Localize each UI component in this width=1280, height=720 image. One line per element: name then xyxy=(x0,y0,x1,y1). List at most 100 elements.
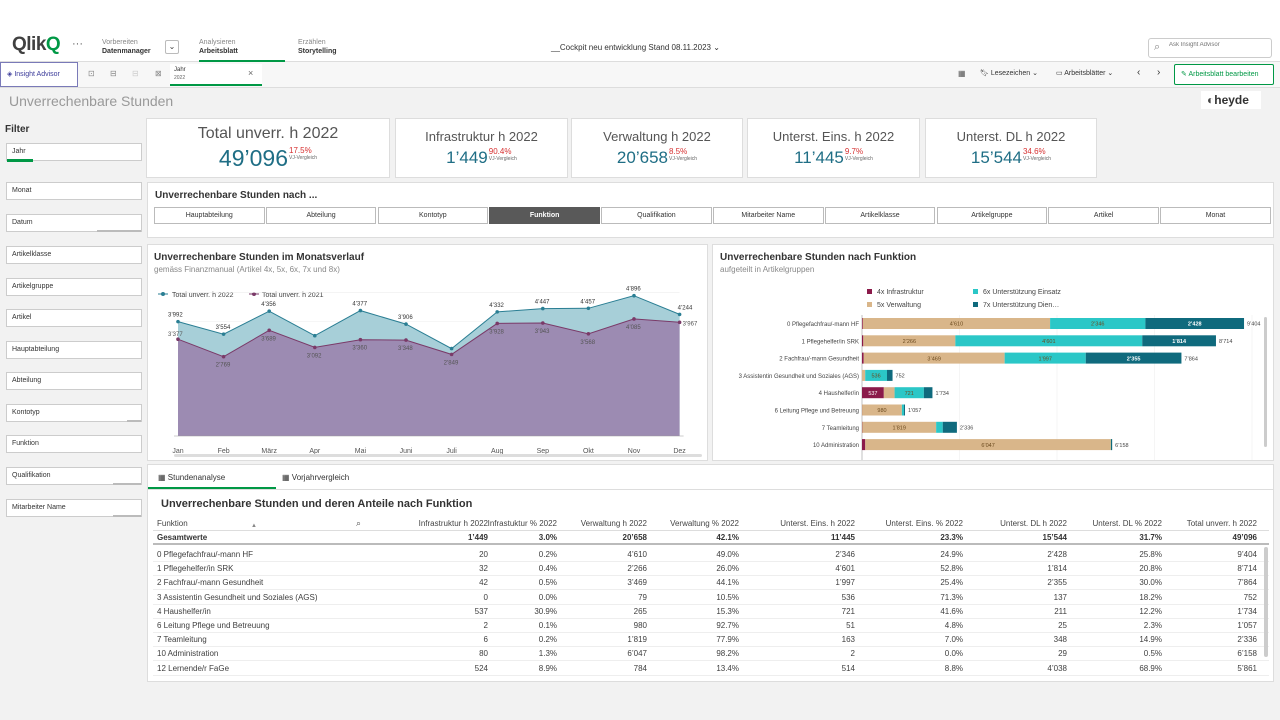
bar-segment[interactable] xyxy=(862,352,864,364)
point-2021[interactable] xyxy=(632,317,636,321)
bar-segment[interactable] xyxy=(942,421,957,433)
bar-segment[interactable] xyxy=(901,404,904,416)
dimension-button-abteilung[interactable]: Abteilung xyxy=(265,207,377,224)
dimension-button-funktion[interactable]: Funktion xyxy=(489,207,600,224)
filter-10[interactable]: Qualifikation xyxy=(6,467,142,485)
point-2022[interactable] xyxy=(404,322,408,326)
bar-segment[interactable] xyxy=(886,369,893,381)
filter-8[interactable]: Kontotyp xyxy=(6,404,142,422)
filter-9[interactable]: Funktion xyxy=(6,435,142,453)
kpi-card-0[interactable]: Total unverr. h 2022 49’096 17.5% VJ-Vergle… xyxy=(146,118,390,178)
filter-3[interactable]: Artikelklasse xyxy=(6,246,142,264)
bar-segment[interactable] xyxy=(936,421,943,433)
filter-5[interactable]: Artikel xyxy=(6,309,142,327)
point-2022[interactable] xyxy=(313,333,317,338)
bar-legend[interactable]: 4x Infrastruktur 5x Verwaltung 6x Unterstü… xyxy=(867,289,1061,309)
sort-arrow-icon[interactable]: ▲ xyxy=(251,523,257,529)
nav-prepare[interactable]: Vorbereiten Datenmanager xyxy=(102,38,151,56)
chart-scrollbar[interactable] xyxy=(1264,317,1267,447)
app-title[interactable]: __Cockpit neu entwicklung Stand 08.11.20… xyxy=(551,43,720,52)
dimension-button-hauptabteilung[interactable]: Hauptabteilung xyxy=(154,207,265,224)
previous-sheet-icon[interactable]: ‹ xyxy=(1137,67,1141,78)
point-2021[interactable] xyxy=(495,321,500,326)
dimension-button-kontotyp[interactable]: Kontotyp xyxy=(377,207,489,224)
kpi-card-2[interactable]: Verwaltung h 2022 20’658 8.5% VJ-Vergleich xyxy=(571,118,743,178)
search-icon[interactable]: ⌕ xyxy=(356,518,362,528)
point-2021[interactable] xyxy=(404,338,408,342)
bar-segment[interactable] xyxy=(955,335,1143,347)
grid-icon[interactable]: ▦ xyxy=(958,69,966,78)
kpi-card-4[interactable]: Unterst. DL h 2022 15’544 34.6% VJ-Vergleic… xyxy=(925,118,1097,178)
point-2022[interactable] xyxy=(176,319,180,324)
bar-segment[interactable] xyxy=(862,387,884,399)
point-2022[interactable] xyxy=(267,309,271,313)
dimension-button-artikelgruppe[interactable]: Artikelgruppe xyxy=(936,207,1048,224)
bar-segment[interactable] xyxy=(862,318,1051,329)
kpi-card-1[interactable]: Infrastruktur h 2022 1’449 90.4% VJ-Verglei… xyxy=(395,118,568,178)
clear-selections-icon[interactable]: ⊠ xyxy=(155,69,162,78)
table-row[interactable]: 0 Pflegefachfrau/-mann HF 20 0.2% 4’610 49.0… xyxy=(153,548,1269,562)
chevron-down-icon[interactable]: ⌄ xyxy=(165,40,179,54)
table-row[interactable]: 7 Teamleitung 6 0.2% 1’819 77.9% 163 7.0% 348 14… xyxy=(153,633,1269,648)
filter-11[interactable]: Mitarbeiter Name xyxy=(6,499,142,517)
bar-segment[interactable] xyxy=(862,421,937,433)
table-row[interactable]: 10 Administration 80 1.3% 6’047 98.2% 2 0.0% 29… xyxy=(153,647,1269,662)
filter-6[interactable]: Hauptabteilung xyxy=(6,341,142,359)
tab-stundenanalyse[interactable]: ▦ Stundenanalyse xyxy=(148,465,276,489)
point-2022[interactable] xyxy=(495,310,500,314)
table-row[interactable]: 2 Fachfrau/-mann Gesundheit 42 0.5% 3’469 44… xyxy=(153,576,1269,591)
point-2021[interactable] xyxy=(449,352,454,357)
monthly-area-chart[interactable]: Total unverr. h 2022 Total unverr. h 2021… xyxy=(148,283,707,460)
bar-segment[interactable] xyxy=(862,404,902,416)
point-2022[interactable] xyxy=(358,308,363,313)
bar-segment[interactable] xyxy=(894,387,924,399)
bar-segment[interactable] xyxy=(863,335,956,347)
bookmarks-button[interactable]: 🔖︎ Lesezeichen ⌄ xyxy=(980,70,1038,77)
selection-chip[interactable]: Jahr 2022 × xyxy=(170,64,262,86)
tab-vorjahrvergleich[interactable]: ▦ Vorjahrvergleich xyxy=(282,465,402,489)
search-input[interactable] xyxy=(1169,42,1267,48)
dimension-button-mitarbeiter-name[interactable]: Mitarbeiter Name xyxy=(713,207,824,224)
bar-segment[interactable] xyxy=(862,335,864,347)
filter-2[interactable]: Datum xyxy=(6,214,142,232)
bar-segment[interactable] xyxy=(1110,439,1113,451)
table-row[interactable]: 6 Leitung Pflege und Betreuung 2 0.1% 980 92… xyxy=(153,619,1269,633)
filter-7[interactable]: Abteilung xyxy=(6,372,142,390)
sheets-button[interactable]: ▭ Arbeitsblätter ⌄ xyxy=(1056,70,1114,77)
bar-segment[interactable] xyxy=(862,318,863,329)
point-2022[interactable] xyxy=(677,312,682,317)
qlik-logo[interactable]: QlikQ xyxy=(12,34,61,56)
bar-segment[interactable] xyxy=(863,352,1005,364)
bar-segment[interactable] xyxy=(865,439,1111,451)
dimension-button-monat[interactable]: Monat xyxy=(1160,207,1271,224)
dimension-button-qualifikation[interactable]: Qualifikation xyxy=(601,207,712,224)
next-sheet-icon[interactable]: › xyxy=(1157,67,1161,78)
bar-segment[interactable] xyxy=(923,387,933,399)
table-scrollbar[interactable] xyxy=(1264,547,1268,657)
point-2021[interactable] xyxy=(267,328,271,333)
filter-1[interactable]: Monat xyxy=(6,182,142,200)
chart-legend[interactable]: Total unverr. h 2022 Total unverr. h 2021 xyxy=(158,292,324,299)
insight-advisor-button[interactable]: ◈ Insight Advisor xyxy=(0,62,78,87)
bar-segment[interactable] xyxy=(903,404,905,416)
function-stacked-bar-chart[interactable]: 4x Infrastruktur 5x Verwaltung 6x Unterstü… xyxy=(713,283,1273,460)
kpi-card-3[interactable]: Unterst. Eins. h 2022 11’445 9.7% VJ-Vergle… xyxy=(747,118,920,178)
point-2022[interactable] xyxy=(541,306,545,311)
dimension-button-artikel[interactable]: Artikel xyxy=(1048,207,1159,224)
bar-segment[interactable] xyxy=(862,369,866,381)
edit-sheet-button[interactable]: ✎ Arbeitsblatt bearbeiten xyxy=(1174,64,1274,85)
point-2021[interactable] xyxy=(541,321,545,325)
filter-4[interactable]: Artikelgruppe xyxy=(6,278,142,296)
nav-analyze[interactable]: Analysieren Arbeitsblatt xyxy=(199,38,285,62)
point-2021[interactable] xyxy=(358,337,363,342)
more-menu-icon[interactable]: ··· xyxy=(72,38,83,50)
point-2022[interactable] xyxy=(632,293,636,298)
point-2022[interactable] xyxy=(586,306,591,311)
point-2022[interactable] xyxy=(449,346,454,351)
point-2022[interactable] xyxy=(221,332,226,336)
point-2021[interactable] xyxy=(221,354,226,359)
table-row[interactable]: 3 Assistentin Gesundheit und Soziales (A… xyxy=(153,591,1269,605)
table-row[interactable]: 4 Haushelfer/in 537 30.9% 265 15.3% 721 41.6% 2… xyxy=(153,605,1269,619)
point-2021[interactable] xyxy=(313,345,317,350)
step-back-icon[interactable]: ⊟ xyxy=(110,69,117,78)
